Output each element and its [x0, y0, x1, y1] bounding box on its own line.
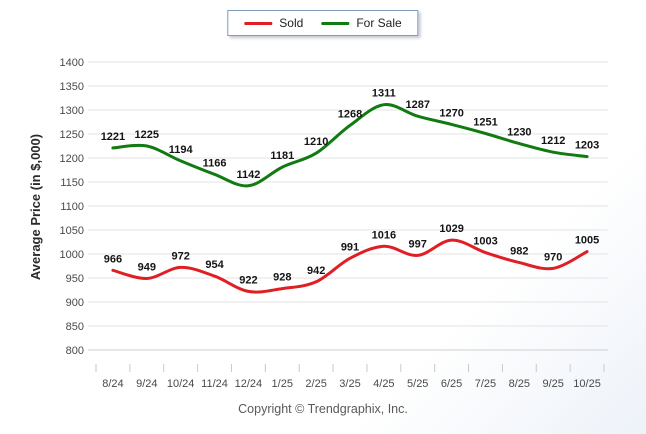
x-axis-tick-label: 9/25 — [542, 378, 563, 390]
legend-label: For Sale — [356, 16, 401, 30]
x-axis-tick-label: 10/25 — [573, 378, 601, 390]
for-sale-data-label: 1287 — [405, 99, 429, 111]
sold-data-label: 966 — [104, 253, 122, 265]
sold-data-label: 982 — [510, 246, 528, 258]
x-axis-tick-label: 1/25 — [272, 378, 293, 390]
y-axis-tick-label: 1200 — [60, 153, 84, 165]
y-axis-tick-label: 850 — [66, 321, 84, 333]
x-axis-tick-label: 5/25 — [407, 378, 428, 390]
legend-item-sold: Sold — [244, 16, 303, 30]
legend-item-for-sale: For Sale — [321, 16, 401, 30]
for-sale-data-label: 1230 — [507, 127, 531, 139]
for-sale-data-label: 1251 — [473, 117, 497, 129]
x-axis-tick-label: 9/24 — [136, 378, 157, 390]
legend-swatch-sold — [244, 22, 272, 25]
y-axis-tick-label: 900 — [66, 297, 84, 309]
sold-data-label: 991 — [341, 241, 359, 253]
sold-data-label: 1003 — [473, 236, 497, 248]
for-sale-data-label: 1166 — [203, 157, 227, 169]
chart-window: Sold For Sale Average Price (in $,000) 80… — [0, 0, 646, 434]
x-axis-tick-label: 3/25 — [339, 378, 360, 390]
sold-data-label: 928 — [273, 272, 291, 284]
y-axis-tick-label: 1150 — [60, 177, 84, 189]
for-sale-data-label: 1203 — [575, 140, 599, 152]
x-axis-tick-label: 7/25 — [475, 378, 496, 390]
sold-data-label: 1016 — [372, 229, 396, 241]
sold-data-label: 954 — [205, 259, 224, 271]
x-axis-tick-label: 12/24 — [235, 378, 263, 390]
y-axis-tick-label: 1250 — [60, 129, 84, 141]
for-sale-data-label: 1181 — [270, 150, 294, 162]
y-axis-tick-label: 1000 — [60, 249, 84, 261]
x-axis-tick-label: 4/25 — [373, 378, 394, 390]
for-sale-data-label: 1311 — [372, 88, 396, 100]
sold-data-label: 922 — [239, 274, 257, 286]
sold-data-label: 970 — [544, 251, 562, 263]
for-sale-data-label: 1225 — [135, 129, 159, 141]
y-axis-tick-label: 1350 — [60, 81, 84, 93]
for-sale-data-label: 1210 — [304, 136, 328, 148]
for-sale-data-label: 1142 — [236, 169, 260, 181]
price-trend-chart: Average Price (in $,000) 800 850 900 950 100… — [0, 0, 646, 403]
x-axis-tick-label: 8/24 — [102, 378, 123, 390]
sold-data-label: 1005 — [575, 235, 599, 247]
y-axis-tick-label: 1050 — [60, 225, 84, 237]
y-axis-title: Average Price (in $,000) — [28, 134, 43, 280]
for-sale-data-label: 1221 — [101, 131, 125, 143]
chart-canvas: Average Price (in $,000) 800 850 900 950 100… — [0, 0, 646, 398]
copyright-text: Copyright © Trendgraphix, Inc. — [0, 402, 646, 416]
for-sale-data-label: 1194 — [169, 144, 194, 156]
legend-swatch-for-sale — [321, 22, 349, 25]
for-sale-data-label: 1212 — [541, 135, 565, 147]
x-axis-tick-label: 2/25 — [305, 378, 326, 390]
y-axis-tick-label: 1100 — [60, 201, 84, 213]
sold-data-label: 997 — [409, 238, 427, 250]
y-axis-tick-label: 950 — [66, 273, 84, 285]
y-axis-tick-label: 1400 — [60, 57, 84, 69]
x-axis-tick-label: 6/25 — [441, 378, 462, 390]
sold-data-label: 942 — [307, 265, 325, 277]
sold-data-label: 972 — [171, 250, 189, 262]
sold-data-label: 1029 — [439, 223, 463, 235]
x-axis-tick-label: 8/25 — [509, 378, 530, 390]
y-axis-tick-label: 1300 — [60, 105, 84, 117]
for-sale-data-label: 1270 — [439, 107, 463, 119]
x-axis-tick-label: 10/24 — [167, 378, 195, 390]
for-sale-data-label: 1268 — [338, 108, 362, 120]
legend: Sold For Sale — [227, 10, 418, 36]
sold-data-label: 949 — [138, 261, 156, 273]
x-axis-tick-label: 11/24 — [201, 378, 228, 390]
y-axis-tick-label: 800 — [66, 345, 84, 357]
legend-label: Sold — [279, 16, 303, 30]
